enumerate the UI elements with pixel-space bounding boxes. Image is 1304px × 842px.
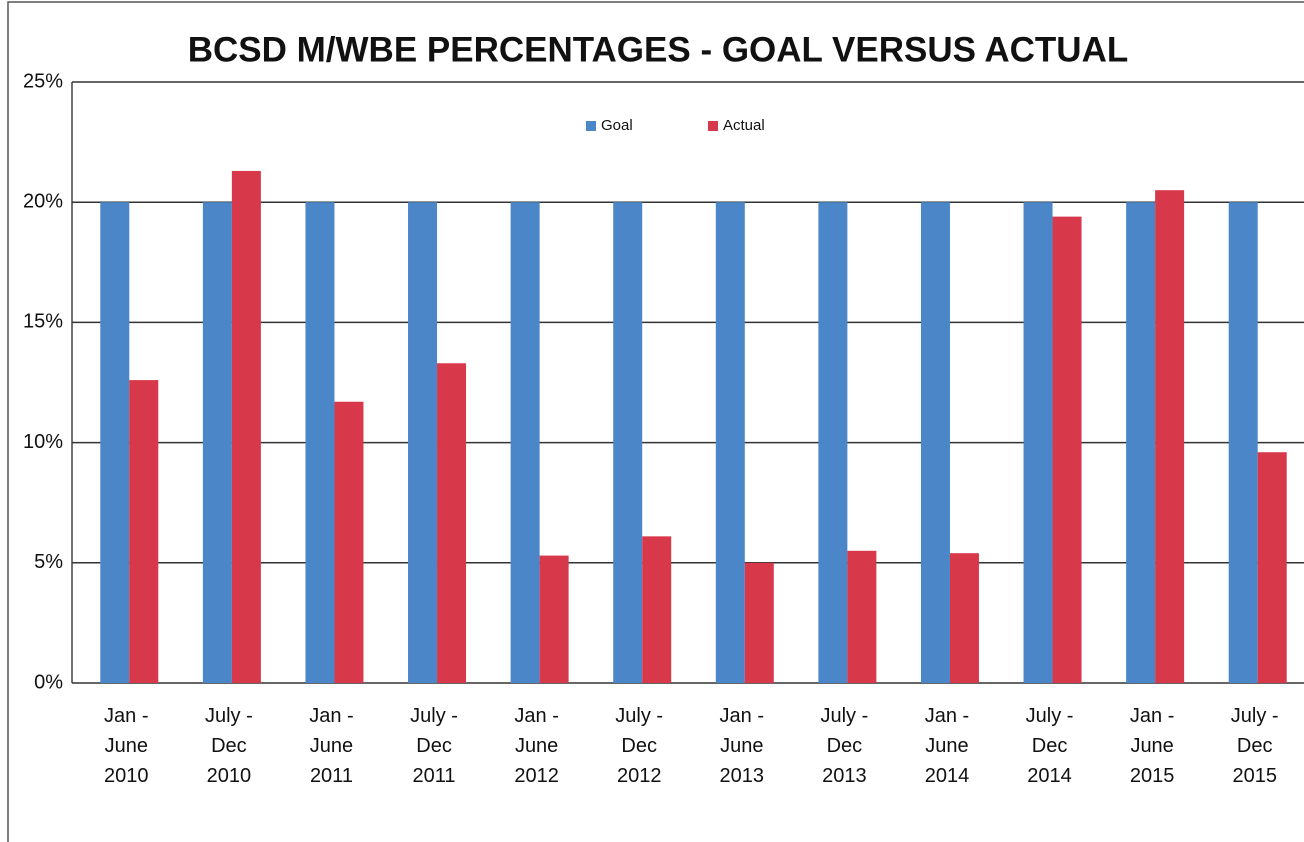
legend-swatch xyxy=(708,121,718,131)
bar xyxy=(305,202,335,683)
x-tick-label: Jan -June 2012 xyxy=(514,705,559,787)
chart-title: BCSD M/WBE PERCENTAGES - GOAL VERSUS ACT… xyxy=(188,30,1129,69)
bar xyxy=(1155,190,1185,683)
y-tick-label: 10% xyxy=(23,431,63,453)
x-tick-label: July -Dec 2013 xyxy=(820,705,868,787)
bar xyxy=(202,202,232,683)
bar xyxy=(100,202,130,683)
legend-label: Goal xyxy=(601,117,633,134)
bar xyxy=(949,553,979,683)
x-tick-label: Jan -June 2013 xyxy=(720,705,765,787)
x-tick-label: July -Dec 2015 xyxy=(1231,705,1279,787)
bar xyxy=(744,562,774,683)
y-tick-label: 25% xyxy=(23,70,63,92)
x-tick-label: Jan -June 2014 xyxy=(925,705,970,787)
y-tick-label: 20% xyxy=(23,190,63,212)
bar xyxy=(847,550,877,683)
x-tick-label: Jan -June 2010 xyxy=(104,705,149,787)
bar xyxy=(1052,216,1082,683)
y-tick-label: 5% xyxy=(34,551,63,573)
bar xyxy=(408,202,438,683)
bar xyxy=(539,555,569,683)
bar xyxy=(1126,202,1156,683)
bar xyxy=(1257,452,1287,683)
bar xyxy=(613,202,643,683)
y-tick-label: 15% xyxy=(23,311,63,333)
bar xyxy=(334,401,364,683)
chart-frame xyxy=(7,1,1304,842)
bar xyxy=(818,202,848,683)
x-tick-label: Jan -June 2015 xyxy=(1130,705,1175,787)
bar xyxy=(920,202,950,683)
x-tick-label: Jan -June 2011 xyxy=(309,705,353,787)
x-tick-label: July -Dec 2011 xyxy=(410,705,458,787)
bar xyxy=(1228,202,1258,683)
legend-label: Actual xyxy=(723,117,765,134)
bar xyxy=(642,536,672,683)
x-tick-label: July -Dec 2010 xyxy=(205,705,253,787)
bar xyxy=(510,202,540,683)
bar xyxy=(715,202,745,683)
x-tick-label: July -Dec 2012 xyxy=(615,705,663,787)
bar xyxy=(1023,202,1053,683)
bar xyxy=(129,380,159,683)
bar xyxy=(437,363,467,683)
bar xyxy=(231,170,261,683)
legend-swatch xyxy=(586,121,596,131)
x-tick-label: July -Dec 2014 xyxy=(1026,705,1074,787)
y-tick-label: 0% xyxy=(34,671,63,693)
